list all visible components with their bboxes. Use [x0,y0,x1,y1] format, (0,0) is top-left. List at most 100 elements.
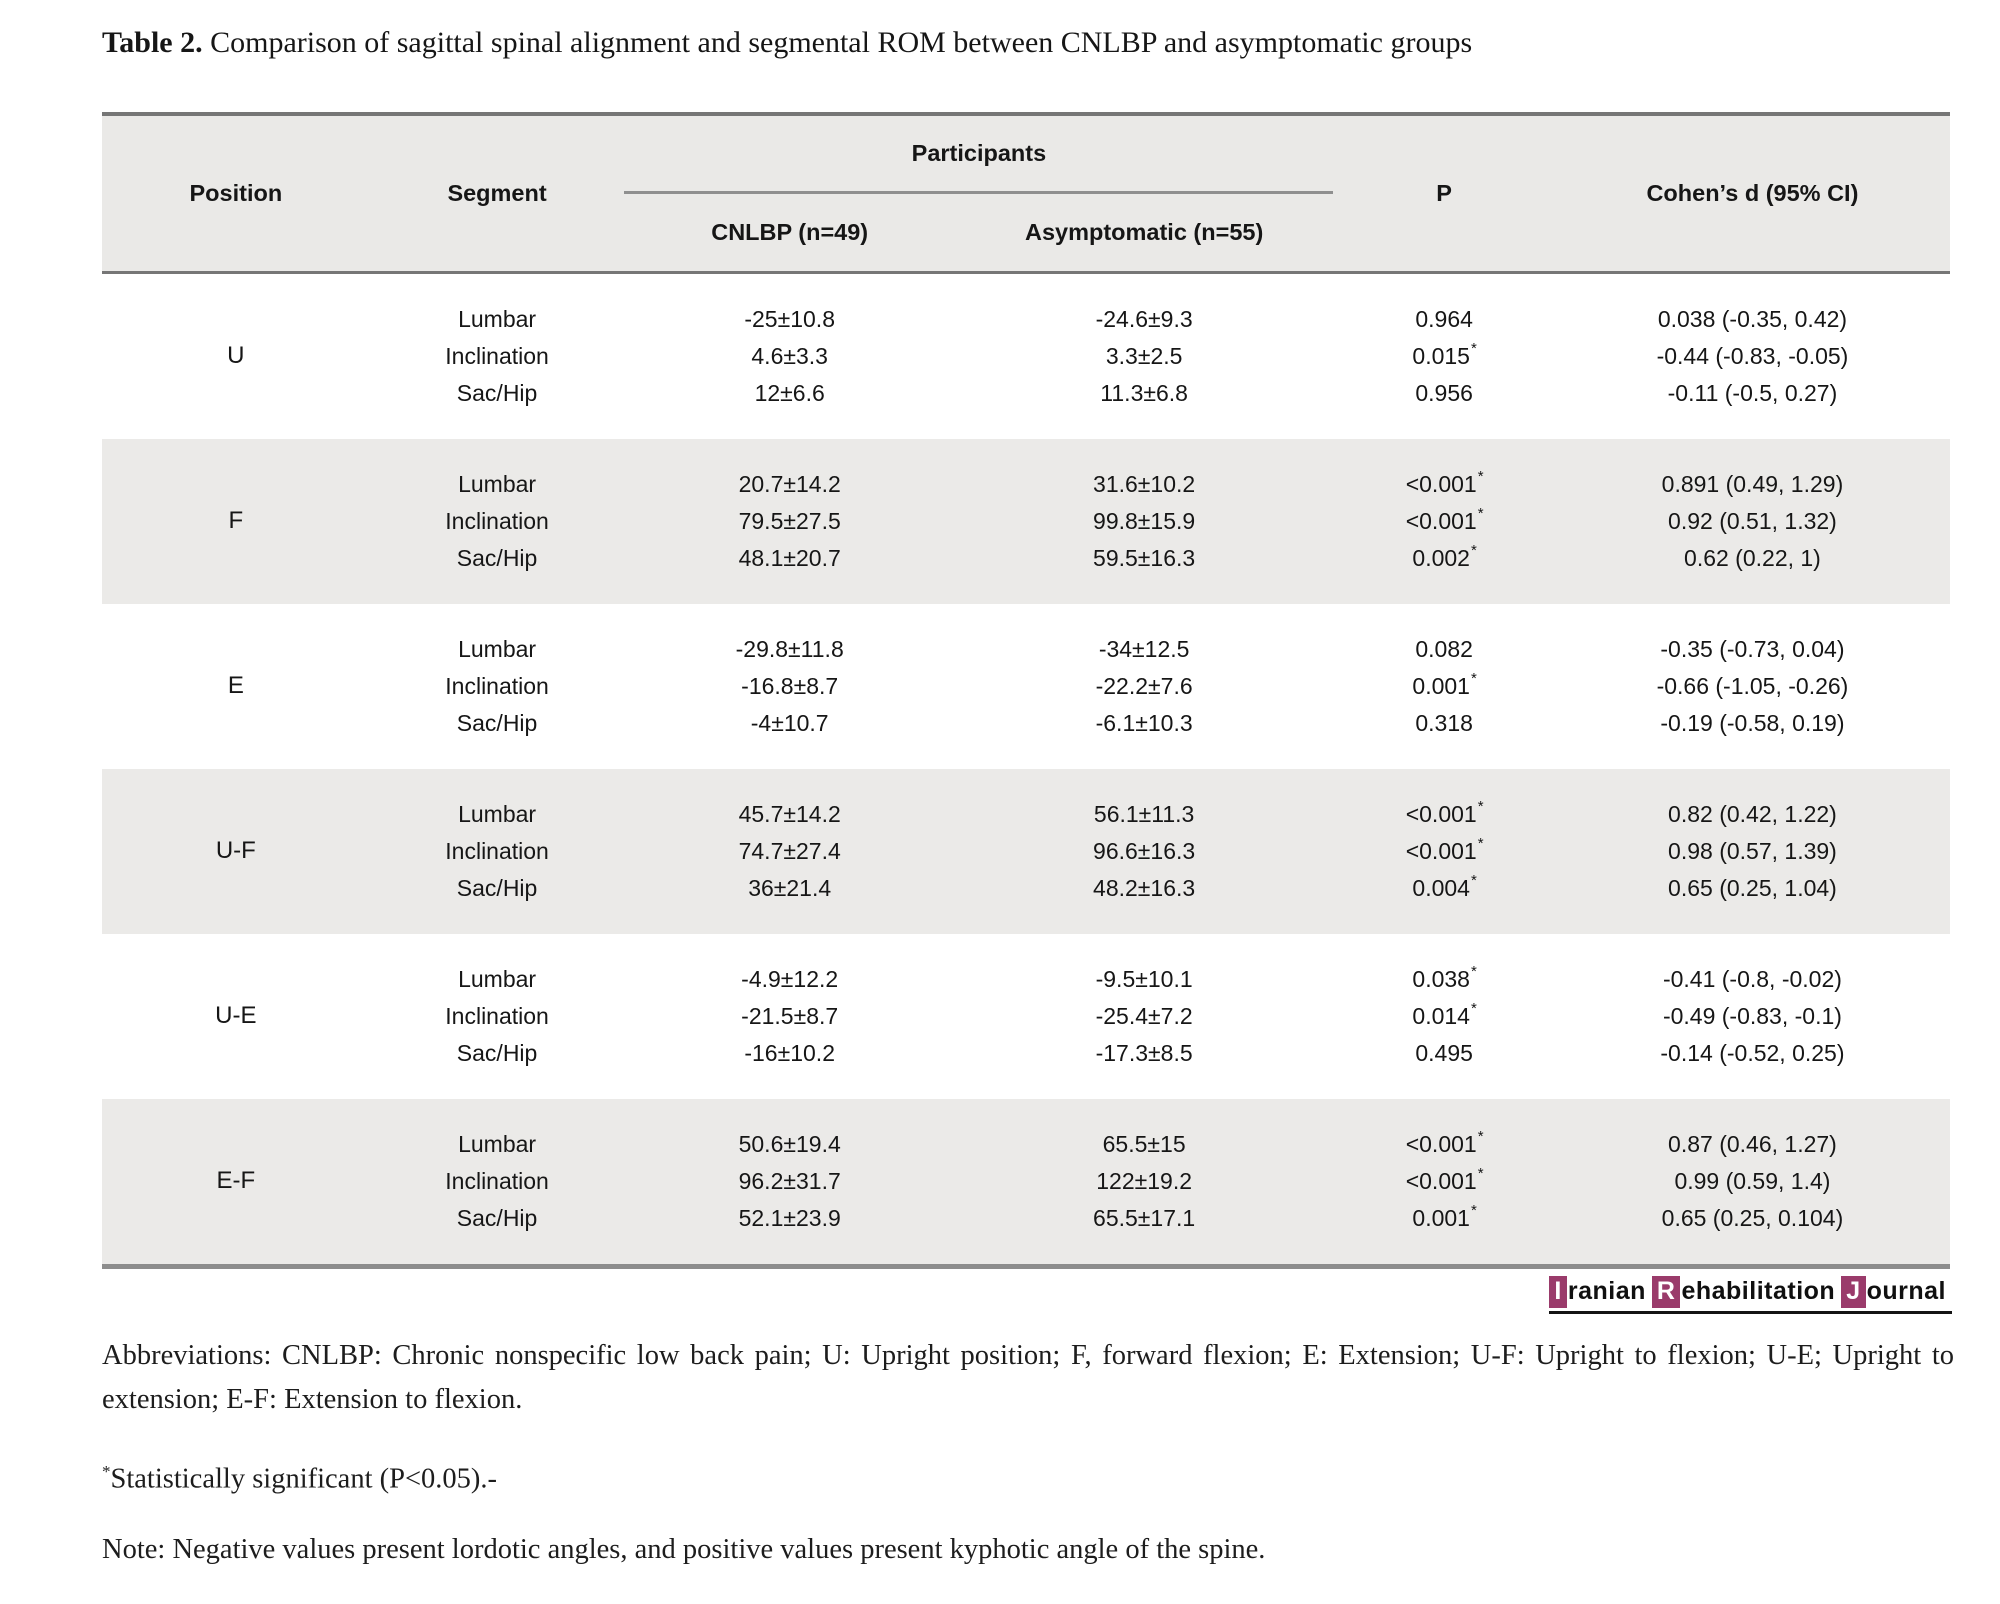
significance-asterisk: * [1477,1164,1484,1182]
cell-asymptomatic: 31.6±10.2 [954,438,1334,503]
cell-position: U [227,342,245,369]
cell-cnlbp: 48.1±20.7 [624,539,955,604]
significance-asterisk: * [1470,962,1477,980]
table-row: E Lumbar -29.8±11.8 -34±12.5 0.082 -0.35 (-0.… [102,604,1950,700]
table-body: U Lumbar -25±10.8 -24.6±9.3 0.964 0.038 (-0.3… [102,272,1950,1266]
cell-p-value: 0.001* [1333,1199,1555,1266]
abbreviations-note: Abbreviations: CNLBP: Chronic nonspecifi… [102,1340,1954,1416]
cell-asymptomatic: 48.2±16.3 [954,869,1334,934]
cell-segment: Inclination [445,672,549,699]
cell-p-value: 0.318 [1415,709,1473,736]
table-row: Sac/Hip -4±10.7 -6.1±10.3 0.318 -0.19 (-0.58… [102,705,1950,769]
table-row: U Lumbar -25±10.8 -24.6±9.3 0.964 0.038 (-0.3… [102,272,1950,370]
table-row: Inclination 96.2±31.7 122±19.2 <0.001* 0.99 … [102,1162,1950,1200]
cell-p-value: <0.001* [1333,438,1555,503]
comparison-table-wrapper: Position Segment Participants P Cohen’s … [102,112,1950,1269]
cell-p-value: 0.495 [1415,1039,1473,1066]
cell-asymptomatic: 59.5±16.3 [954,539,1334,604]
cell-cohens-d: -0.19 (-0.58, 0.19) [1660,709,1845,736]
cell-cohens-d: -0.44 (-0.83, -0.05) [1656,342,1849,369]
header-row-2: CNLBP (n=49) Asymptomatic (n=55) [102,192,1950,272]
cell-cohens-d: 0.65 (0.25, 1.04) [1554,869,1950,934]
cell-p-value: 0.956 [1415,379,1473,406]
cell-segment: Sac/Hip [369,1199,625,1266]
table-title: Table 2. Comparison of sagittal spinal a… [102,26,1952,60]
significance-asterisk: * [1470,339,1477,357]
significance-asterisk: * [1470,669,1477,687]
cell-asymptomatic: -17.3±8.5 [1095,1039,1193,1066]
cell-cnlbp: 12±6.6 [754,379,825,406]
table-row: Sac/Hip 36±21.4 48.2±16.3 0.004* 0.65 (0.25,… [102,869,1950,934]
cell-segment: Inclination [369,832,625,870]
logo-initial: R [1651,1276,1681,1308]
cell-p-value: 0.964 [1415,305,1473,332]
significance-asterisk: * [1477,797,1484,815]
cell-cnlbp: 79.5±27.5 [624,502,955,540]
table-row: Sac/Hip 48.1±20.7 59.5±16.3 0.002* 0.62 (0.2… [102,539,1950,604]
cell-segment: Lumbar [369,1098,625,1163]
cell-asymptomatic: 11.3±6.8 [1100,379,1188,406]
header-p: P [1333,114,1555,272]
header-cnlbp: CNLBP (n=49) [624,192,955,272]
cell-p-value: 0.001* [1412,669,1477,699]
cell-p-value: 0.014* [1412,999,1477,1029]
table-title-text: Comparison of sagittal spinal alignment … [210,26,1473,59]
cell-asymptomatic: -25.4±7.2 [1095,1002,1193,1029]
cell-asymptomatic: 96.6±16.3 [954,832,1334,870]
cell-segment: Inclination [445,342,549,369]
significance-star: * [102,1462,111,1482]
cell-cnlbp: 36±21.4 [624,869,955,934]
table-row: U-E Lumbar -4.9±12.2 -9.5±10.1 0.038* -0.41 (… [102,934,1950,1029]
cell-asymptomatic: 99.8±15.9 [954,502,1334,540]
significance-text: Statistically significant (P<0.05).- [110,1463,498,1495]
cell-cohens-d: 0.891 (0.49, 1.29) [1554,438,1950,503]
cell-cohens-d: 0.92 (0.51, 1.32) [1554,502,1950,540]
cell-cnlbp: -16.8±8.7 [741,672,839,699]
cell-segment: Sac/Hip [369,539,625,604]
significance-asterisk: * [1477,1127,1484,1145]
cell-segment: Lumbar [458,965,537,992]
cell-cohens-d: -0.11 (-0.5, 0.27) [1667,379,1838,406]
table-header: Position Segment Participants P Cohen’s … [102,114,1950,272]
header-row-1: Position Segment Participants P Cohen’s … [102,114,1950,272]
cell-cohens-d: -0.41 (-0.8, -0.02) [1662,965,1842,992]
cell-cohens-d: 0.99 (0.59, 1.4) [1554,1162,1950,1200]
cell-cnlbp: 50.6±19.4 [624,1098,955,1163]
significance-asterisk: * [1470,871,1477,889]
significance-asterisk: * [1477,834,1484,852]
cell-position: U-F [102,768,370,934]
cell-asymptomatic: -22.2±7.6 [1095,672,1193,699]
cell-segment: Lumbar [369,438,625,503]
header-cohens-d: Cohen’s d (95% CI) [1554,114,1950,272]
cell-cohens-d: 0.98 (0.57, 1.39) [1554,832,1950,870]
cell-position: E [227,672,244,699]
cell-cohens-d: -0.49 (-0.83, -0.1) [1662,1002,1842,1029]
cell-cnlbp: 45.7±14.2 [624,768,955,833]
cell-cnlbp: -21.5±8.7 [741,1002,839,1029]
cell-p-value: 0.038* [1412,962,1477,992]
cell-segment: Lumbar [458,305,537,332]
cell-asymptomatic: 65.5±17.1 [954,1199,1334,1266]
header-participants: Participants [624,114,1334,194]
cell-cnlbp: 96.2±31.7 [624,1162,955,1200]
cell-p-value: <0.001* [1333,502,1555,540]
cell-segment: Sac/Hip [369,869,625,934]
cell-cnlbp: -16±10.2 [744,1039,835,1066]
cell-cnlbp: -25±10.8 [744,305,835,332]
cell-segment: Sac/Hip [456,709,538,736]
cell-p-value: 0.082 [1415,635,1473,662]
table-title-label: Table 2. [102,26,203,59]
header-segment: Segment [369,114,625,272]
cell-cnlbp: -4±10.7 [750,709,829,736]
cell-cnlbp: 52.1±23.9 [624,1199,955,1266]
cell-cohens-d: 0.82 (0.42, 1.22) [1554,768,1950,833]
cell-position: F [102,438,370,604]
significance-asterisk: * [1470,541,1477,559]
cell-p-value: <0.001* [1333,832,1555,870]
cell-cnlbp: 20.7±14.2 [624,438,955,503]
cell-cohens-d: -0.35 (-0.73, 0.04) [1660,635,1845,662]
cell-p-value: 0.002* [1333,539,1555,604]
header-asymptomatic: Asymptomatic (n=55) [954,192,1334,272]
